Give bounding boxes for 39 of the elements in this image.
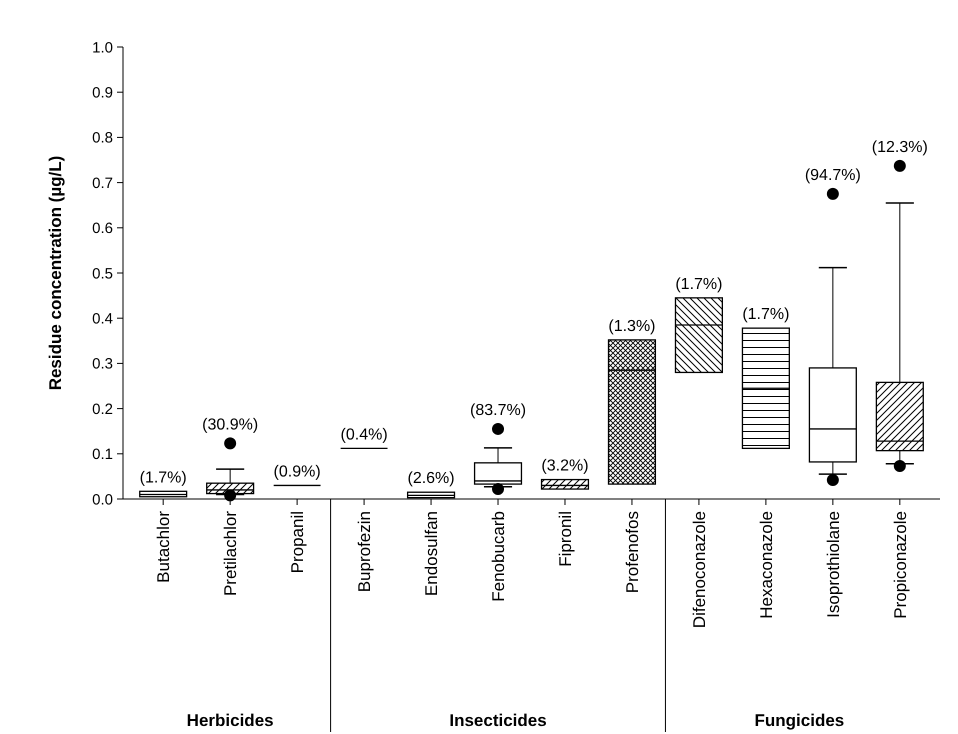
annotation: (30.9%) — [202, 416, 258, 434]
x-tick-label: Fenobucarb — [488, 511, 508, 602]
annotation: (94.7%) — [804, 166, 861, 184]
y-tick-label: 0.4 — [92, 310, 113, 328]
y-tick-label: 0.1 — [92, 446, 113, 464]
x-tick-label: Fipronil — [556, 511, 575, 567]
annotation: (12.3%) — [872, 138, 928, 156]
x-tick-label: Isoprothiolane — [824, 511, 843, 618]
y-tick-label: 0.0 — [92, 491, 113, 508]
x-tick-label: Pretilachlor — [221, 510, 240, 596]
x-tick-label: Propiconazole — [890, 511, 910, 619]
annotation: (1.7%) — [140, 469, 187, 486]
annotation: (1.3%) — [608, 318, 656, 335]
y-axis-title: Residue concentration (µg/L) — [46, 156, 65, 390]
annotation: (0.9%) — [274, 463, 321, 480]
y-tick-label: 0.8 — [92, 130, 113, 147]
y-tick-label: 0.6 — [92, 220, 113, 238]
text: Fungicides — [754, 711, 844, 730]
y-tick-label: 0.2 — [92, 400, 113, 418]
y-tick-label: 0.3 — [92, 356, 113, 373]
text: Insecticides — [449, 711, 547, 730]
x-tick-label: Difenoconazole — [690, 511, 709, 628]
text: Herbicides — [186, 711, 274, 730]
y-tick-label: 0.9 — [92, 84, 113, 102]
y-tick-label: 0.5 — [92, 265, 113, 282]
annotation: (3.2%) — [541, 458, 589, 475]
annotation: (2.6%) — [407, 470, 455, 488]
y-tick-label: 1.0 — [92, 39, 113, 56]
x-tick-label: Propanil — [288, 511, 308, 574]
annotation: (83.7%) — [470, 402, 526, 419]
y-tick-label: 0.7 — [92, 174, 113, 192]
x-tick-label: Butachlor — [154, 510, 174, 583]
annotation: (1.7%) — [675, 276, 722, 293]
x-tick-label: Endosulfan — [422, 511, 441, 596]
annotation: (1.7%) — [742, 306, 790, 324]
x-tick-label: Profenofos — [622, 511, 642, 594]
annotation: (0.4%) — [340, 426, 388, 444]
x-tick-label: Buprofezin — [355, 511, 374, 592]
x-tick-label: Hexaconazole — [756, 511, 776, 619]
